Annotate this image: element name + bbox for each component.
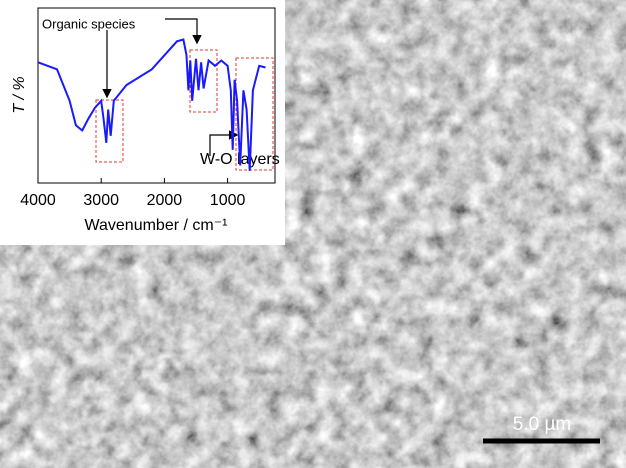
x-tick-label: 4000 bbox=[20, 192, 56, 209]
x-tick-label: 2000 bbox=[147, 192, 183, 209]
y-axis-label: T / % bbox=[11, 76, 28, 113]
figure: Organic species W-O layers T / % Wavenum… bbox=[0, 0, 626, 468]
scale-bar-label: 5.0 µm bbox=[513, 414, 571, 435]
x-tick-label: 3000 bbox=[83, 192, 119, 209]
annotation: Organic species bbox=[42, 16, 136, 31]
x-axis-label: Wavenumber / cm⁻¹ bbox=[85, 217, 228, 234]
x-tick-label: 1000 bbox=[210, 192, 246, 209]
